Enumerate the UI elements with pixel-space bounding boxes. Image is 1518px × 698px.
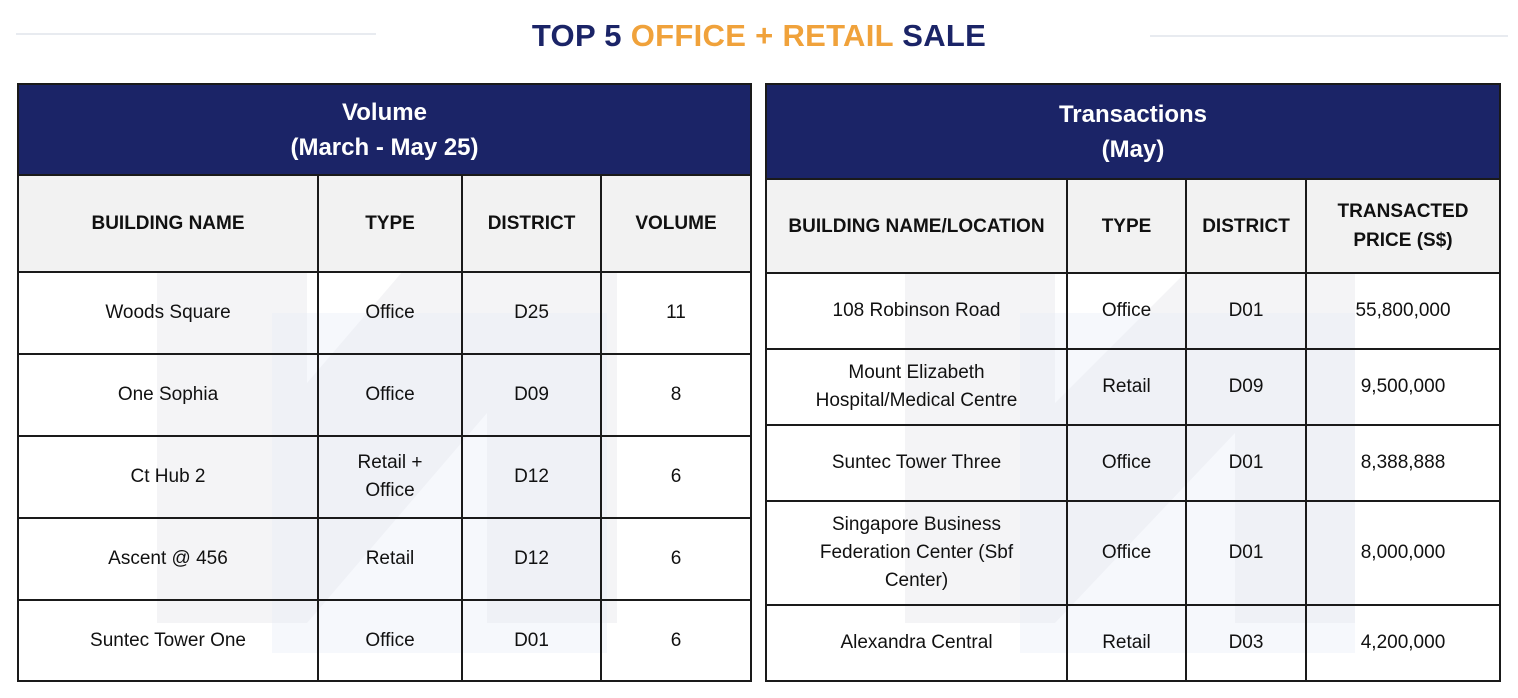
transactions-banner-row: Transactions (May): [765, 83, 1501, 180]
volume-heading: Volume (March - May 25): [17, 83, 752, 176]
volume-table: Volume (March - May 25) BUILDING NAME TY…: [17, 83, 752, 682]
title-divider-left: [16, 33, 376, 35]
cell-district: D01: [1185, 424, 1307, 502]
cell-district: D12: [461, 435, 602, 519]
cell-district: D01: [1185, 500, 1307, 606]
volume-column-headers: BUILDING NAME TYPE DISTRICT VOLUME: [17, 174, 752, 273]
cell-district: D25: [461, 271, 602, 355]
col-header-building-name: BUILDING NAME: [17, 174, 319, 273]
cell-volume: 8: [600, 353, 752, 437]
cell-building-name: Woods Square: [17, 271, 319, 355]
volume-banner-row: Volume (March - May 25): [17, 83, 752, 176]
col-header-district: DISTRICT: [1185, 178, 1307, 274]
table-row: Alexandra Central Retail D03 4,200,000: [765, 604, 1501, 682]
cell-price: 8,000,000: [1305, 500, 1501, 606]
cell-volume: 6: [600, 517, 752, 601]
cell-volume: 11: [600, 271, 752, 355]
table-row: Ct Hub 2 Retail + Office D12 6: [17, 435, 752, 519]
table-row: Suntec Tower Three Office D01 8,388,888: [765, 424, 1501, 502]
cell-type: Office: [1066, 500, 1187, 606]
cell-price: 4,200,000: [1305, 604, 1501, 682]
cell-type: Office: [317, 353, 463, 437]
cell-type: Office: [317, 271, 463, 355]
table-row: One Sophia Office D09 8: [17, 353, 752, 437]
transactions-panel: Transactions (May) BUILDING NAME/LOCATIO…: [765, 83, 1501, 682]
cell-type: Retail: [1066, 348, 1187, 426]
cell-building-name: Suntec Tower Three: [765, 424, 1068, 502]
cell-price: 55,800,000: [1305, 272, 1501, 350]
cell-district: D01: [1185, 272, 1307, 350]
page-title: TOP 5 OFFICE + RETAIL SALE: [0, 18, 1518, 54]
title-part-1: TOP 5: [531, 18, 622, 53]
col-header-building-location: BUILDING NAME/LOCATION: [765, 178, 1068, 274]
volume-panel: Volume (March - May 25) BUILDING NAME TY…: [17, 83, 752, 682]
title-row: TOP 5 OFFICE + RETAIL SALE: [0, 0, 1518, 78]
cell-district: D03: [1185, 604, 1307, 682]
table-row: Singapore Business Federation Center (Sb…: [765, 500, 1501, 606]
cell-district: D01: [461, 599, 602, 682]
title-divider-right: [1150, 35, 1508, 37]
table-row: Woods Square Office D25 11: [17, 271, 752, 355]
cell-building-name: Singapore Business Federation Center (Sb…: [765, 500, 1068, 606]
title-part-2: OFFICE + RETAIL: [630, 18, 894, 53]
transactions-heading: Transactions (May): [765, 83, 1501, 180]
cell-building-name: Ascent @ 456: [17, 517, 319, 601]
col-header-transacted-price: TRANSACTED PRICE (S$): [1305, 178, 1501, 274]
table-row: Ascent @ 456 Retail D12 6: [17, 517, 752, 601]
cell-building-name: Ct Hub 2: [17, 435, 319, 519]
cell-building-name: Mount Elizabeth Hospital/Medical Centre: [765, 348, 1068, 426]
cell-volume: 6: [600, 435, 752, 519]
cell-building-name: Alexandra Central: [765, 604, 1068, 682]
cell-price: 8,388,888: [1305, 424, 1501, 502]
cell-type: Retail + Office: [317, 435, 463, 519]
col-header-volume: VOLUME: [600, 174, 752, 273]
cell-type: Office: [1066, 424, 1187, 502]
cell-district: D12: [461, 517, 602, 601]
title-part-3: SALE: [902, 18, 987, 53]
col-header-type: TYPE: [1066, 178, 1187, 274]
table-row: 108 Robinson Road Office D01 55,800,000: [765, 272, 1501, 350]
cell-type: Office: [1066, 272, 1187, 350]
transactions-column-headers: BUILDING NAME/LOCATION TYPE DISTRICT TRA…: [765, 178, 1501, 274]
table-row: Mount Elizabeth Hospital/Medical Centre …: [765, 348, 1501, 426]
cell-district: D09: [1185, 348, 1307, 426]
transactions-heading-line1: Transactions: [1058, 100, 1208, 128]
cell-building-name: Suntec Tower One: [17, 599, 319, 682]
col-header-district: DISTRICT: [461, 174, 602, 273]
cell-volume: 6: [600, 599, 752, 682]
cell-district: D09: [461, 353, 602, 437]
cell-building-name: 108 Robinson Road: [765, 272, 1068, 350]
cell-type: Retail: [1066, 604, 1187, 682]
cell-price: 9,500,000: [1305, 348, 1501, 426]
transactions-heading-line2: (May): [1101, 135, 1165, 163]
col-header-type: TYPE: [317, 174, 463, 273]
cell-building-name: One Sophia: [17, 353, 319, 437]
cell-type: Office: [317, 599, 463, 682]
volume-heading-line2: (March - May 25): [290, 133, 479, 161]
volume-heading-line1: Volume: [342, 98, 427, 126]
table-row: Suntec Tower One Office D01 6: [17, 599, 752, 682]
cell-type: Retail: [317, 517, 463, 601]
transactions-table: Transactions (May) BUILDING NAME/LOCATIO…: [765, 83, 1501, 682]
